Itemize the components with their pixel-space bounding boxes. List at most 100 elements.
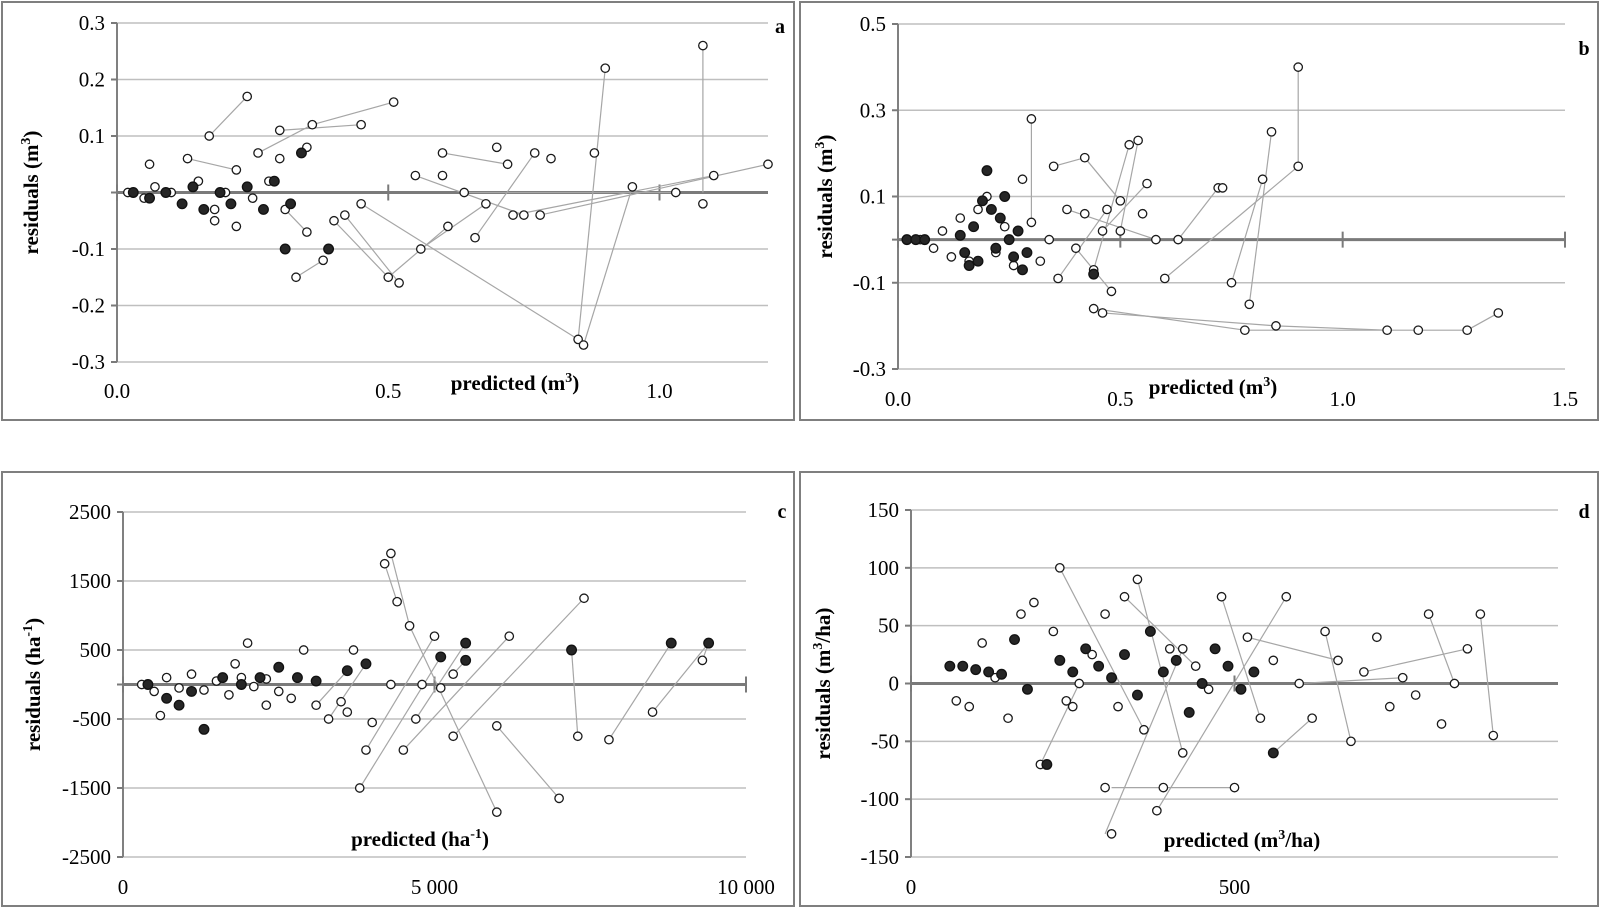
data-point-filled bbox=[225, 198, 237, 210]
data-point-open bbox=[356, 119, 366, 130]
data-point-filled bbox=[1067, 666, 1079, 678]
data-point-filled bbox=[1222, 660, 1234, 672]
data-point-filled bbox=[198, 203, 210, 215]
data-point-open bbox=[1067, 701, 1078, 712]
data-point-filled bbox=[241, 181, 253, 193]
data-point-open bbox=[182, 153, 193, 164]
data-point-filled bbox=[1209, 643, 1221, 655]
data-point-open bbox=[1203, 684, 1214, 695]
panel-border bbox=[1, 471, 795, 907]
data-point-open bbox=[1488, 730, 1499, 741]
data-point-open bbox=[291, 272, 301, 283]
data-point-open bbox=[404, 620, 415, 631]
connector-line bbox=[420, 203, 487, 250]
connector-line bbox=[582, 186, 633, 346]
y-tick-label: -0.1 bbox=[853, 271, 886, 295]
data-point-open bbox=[491, 142, 502, 153]
connector-line bbox=[1272, 717, 1313, 754]
y-tick-label: 0.2 bbox=[79, 68, 105, 92]
data-point-filled bbox=[173, 699, 185, 711]
data-point-open bbox=[1410, 690, 1421, 700]
panel-c: -2500 -1500 -500 500 1500 2500 0 5 000 10 000 c pr… bbox=[1, 471, 795, 907]
data-point-filled bbox=[1021, 247, 1033, 259]
data-point-filled bbox=[460, 654, 472, 666]
connector-line bbox=[360, 203, 579, 340]
connector-line bbox=[1363, 648, 1468, 673]
connector-line bbox=[208, 96, 248, 137]
y-tick-label: 1500 bbox=[69, 569, 111, 593]
connector-line bbox=[384, 563, 398, 602]
data-point-open bbox=[231, 165, 242, 175]
data-point-open bbox=[1423, 609, 1434, 619]
data-point-open bbox=[302, 227, 312, 237]
data-point-open bbox=[1106, 829, 1117, 839]
data-point-open bbox=[248, 681, 259, 692]
data-point-filled bbox=[994, 212, 1006, 224]
y-tick-label: -100 bbox=[861, 787, 900, 811]
data-point-open bbox=[386, 548, 396, 559]
data-point-filled bbox=[291, 672, 303, 684]
data-point-open bbox=[1293, 62, 1304, 72]
data-point-open bbox=[1255, 713, 1266, 724]
x-tick-label: 500 bbox=[1219, 875, 1251, 899]
data-point-open bbox=[1106, 286, 1117, 297]
data-point-filled bbox=[957, 660, 969, 672]
data-point-open bbox=[1307, 713, 1317, 724]
data-point-filled bbox=[901, 234, 913, 246]
data-point-open bbox=[955, 213, 966, 223]
data-point-open bbox=[410, 170, 421, 181]
data-point-open bbox=[1048, 626, 1059, 637]
data-point-open bbox=[529, 148, 540, 158]
x-axis-title: predicted (m3) bbox=[451, 371, 580, 395]
data-point-open bbox=[1177, 643, 1188, 654]
connector-line bbox=[1428, 613, 1456, 684]
data-point-filled bbox=[996, 668, 1008, 680]
data-point-filled bbox=[981, 165, 993, 177]
y-tick-label: -50 bbox=[871, 729, 899, 753]
data-point-open bbox=[1475, 609, 1486, 619]
data-point-open bbox=[437, 170, 448, 181]
connector-line bbox=[442, 152, 508, 165]
data-point-open bbox=[1100, 782, 1110, 793]
data-point-open bbox=[481, 198, 491, 209]
data-point-open bbox=[1266, 126, 1277, 137]
data-point-filled bbox=[990, 242, 1002, 254]
y-tick-label: 0.1 bbox=[860, 185, 886, 209]
y-tick-label: -0.2 bbox=[72, 294, 105, 318]
connector-line bbox=[415, 642, 467, 720]
x-tick-label: 5 000 bbox=[411, 875, 458, 899]
data-point-open bbox=[149, 686, 159, 697]
connector-line bbox=[328, 663, 367, 720]
data-point-open bbox=[1008, 260, 1019, 271]
data-point-open bbox=[379, 558, 390, 569]
data-point-open bbox=[1048, 161, 1059, 172]
connector-line bbox=[474, 152, 536, 239]
data-point-open bbox=[647, 707, 658, 717]
connector-line bbox=[295, 259, 324, 278]
connector-line bbox=[1177, 187, 1219, 240]
connector-line bbox=[1247, 636, 1339, 661]
y-tick-label: 50 bbox=[878, 614, 899, 638]
data-point-filled bbox=[1003, 234, 1015, 246]
data-point-open bbox=[435, 683, 446, 693]
data-point-open bbox=[448, 669, 459, 680]
data-point-open bbox=[339, 210, 350, 220]
data-point-filled bbox=[273, 661, 285, 673]
data-point-filled bbox=[566, 644, 578, 656]
connector-line bbox=[1104, 648, 1184, 835]
data-point-filled bbox=[285, 198, 297, 210]
data-point-open bbox=[1294, 678, 1305, 689]
data-point-open bbox=[1029, 597, 1039, 608]
data-point-filled bbox=[460, 637, 472, 649]
connector-line bbox=[402, 635, 510, 751]
data-point-open bbox=[519, 210, 529, 220]
connector-line bbox=[1248, 131, 1273, 305]
data-point-open bbox=[383, 272, 394, 283]
connector-line bbox=[257, 124, 313, 154]
data-point-open bbox=[1216, 591, 1227, 602]
data-point-open bbox=[311, 700, 321, 711]
data-point-open bbox=[448, 731, 459, 742]
data-point-open bbox=[230, 658, 240, 669]
data-point-open bbox=[348, 645, 359, 655]
data-point-open bbox=[504, 631, 515, 642]
